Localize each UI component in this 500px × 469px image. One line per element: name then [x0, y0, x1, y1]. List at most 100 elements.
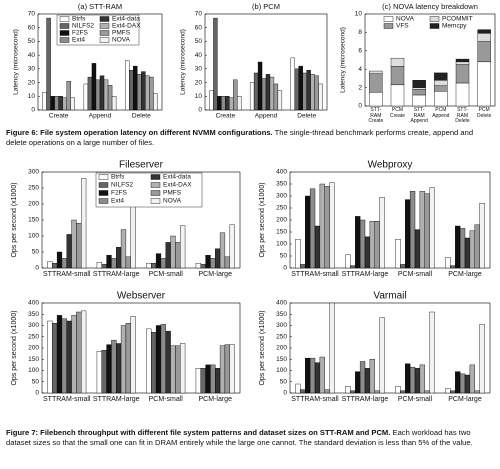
y-tick-label: 250 — [28, 185, 39, 192]
bar — [295, 238, 301, 269]
bar-segment — [390, 57, 405, 67]
x-tick-label: PCM-large — [199, 396, 233, 403]
y-tick-label: 200 — [276, 345, 287, 352]
y-tick-label: 0 — [198, 107, 202, 114]
bar — [219, 232, 226, 269]
bar — [419, 364, 425, 394]
x-tick-label: Create — [216, 113, 236, 120]
bar — [455, 225, 461, 269]
bar — [165, 242, 171, 269]
bar — [160, 324, 166, 394]
caption: Figure 7: Filebench throughput with diff… — [6, 428, 494, 449]
bar — [70, 97, 75, 111]
y-tick-label: 150 — [276, 356, 287, 363]
bar — [54, 96, 59, 111]
bar — [345, 386, 351, 394]
y-tick-label: 30 — [195, 66, 203, 73]
bar — [95, 79, 101, 111]
x-tick-label: PCM-large — [199, 271, 233, 278]
y-tick-label: 0 — [283, 265, 287, 272]
bar — [310, 74, 315, 111]
x-tick-label: PCM Create — [389, 107, 405, 119]
bar-segment — [412, 87, 426, 90]
plot-frame — [41, 302, 241, 394]
bar — [141, 71, 146, 111]
bar — [464, 374, 471, 394]
legend-swatch — [98, 190, 109, 196]
bar-segment — [412, 80, 426, 88]
bar — [52, 263, 58, 269]
bar — [42, 91, 47, 111]
y-tick-label: 300 — [276, 193, 287, 200]
bar — [309, 188, 316, 269]
legend-label: Ext4 — [111, 198, 124, 205]
bar — [221, 96, 226, 111]
x-tick-label: Delete — [132, 113, 151, 120]
bar — [225, 96, 230, 111]
legend-swatch — [98, 174, 109, 180]
bar — [52, 323, 58, 394]
bar — [350, 390, 356, 394]
bar — [290, 57, 295, 111]
bar — [120, 229, 127, 269]
bar — [153, 93, 158, 111]
bar — [395, 238, 401, 269]
y-tick-label: 50 — [280, 378, 288, 385]
bar — [210, 258, 216, 269]
plot-frame — [289, 302, 491, 394]
legend-swatch — [429, 23, 440, 29]
bar — [300, 264, 306, 269]
bar — [369, 359, 375, 394]
x-tick-label: STTRAM-small — [291, 396, 339, 403]
bar-segment — [455, 82, 470, 107]
bar — [350, 265, 356, 269]
bar — [400, 390, 406, 394]
bar — [106, 344, 112, 394]
legend-label: PCOMMIT — [442, 16, 473, 23]
x-tick-label: STTRAM-large — [93, 396, 140, 403]
chart-title: Fileserver — [119, 160, 164, 171]
bar — [319, 183, 325, 269]
legend-label: Btrfs — [111, 174, 125, 181]
bar — [409, 190, 416, 269]
y-tick-label: 250 — [276, 333, 287, 340]
bar — [129, 70, 134, 111]
bar — [149, 76, 154, 111]
bar — [429, 187, 435, 269]
y-axis-label: Latency (microsecond) — [180, 29, 187, 95]
legend-swatch — [150, 190, 161, 196]
y-tick-label: 0 — [283, 390, 287, 397]
bar — [99, 75, 105, 111]
bar — [329, 182, 335, 269]
y-tick-label: 400 — [276, 169, 287, 176]
bar — [459, 373, 466, 394]
bar — [355, 371, 361, 394]
x-tick-label: Delete — [297, 113, 316, 120]
bar — [116, 343, 122, 394]
y-tick-label: 20 — [28, 79, 36, 86]
bar — [46, 17, 51, 111]
bar — [261, 78, 267, 111]
x-tick-label: STTRAM-small — [43, 396, 91, 403]
legend-swatch — [383, 23, 394, 29]
bar-segment — [477, 29, 491, 34]
y-tick-label: 60 — [28, 24, 36, 31]
bar — [409, 366, 416, 394]
bar — [364, 368, 371, 394]
bar — [160, 258, 166, 269]
y-tick-label: 100 — [28, 233, 39, 240]
chart-title: (c) NOVA latency breakdown — [382, 2, 478, 11]
y-tick-label: 150 — [28, 356, 39, 363]
bar — [355, 216, 361, 269]
bar — [50, 96, 55, 111]
legend-swatch — [150, 198, 161, 204]
bar — [374, 220, 380, 269]
y-tick-label: 100 — [276, 367, 287, 374]
bar-segment — [369, 91, 383, 107]
bar — [405, 363, 411, 394]
bar — [459, 228, 466, 269]
legend-label: PMFS — [163, 190, 182, 197]
bar — [324, 186, 330, 269]
